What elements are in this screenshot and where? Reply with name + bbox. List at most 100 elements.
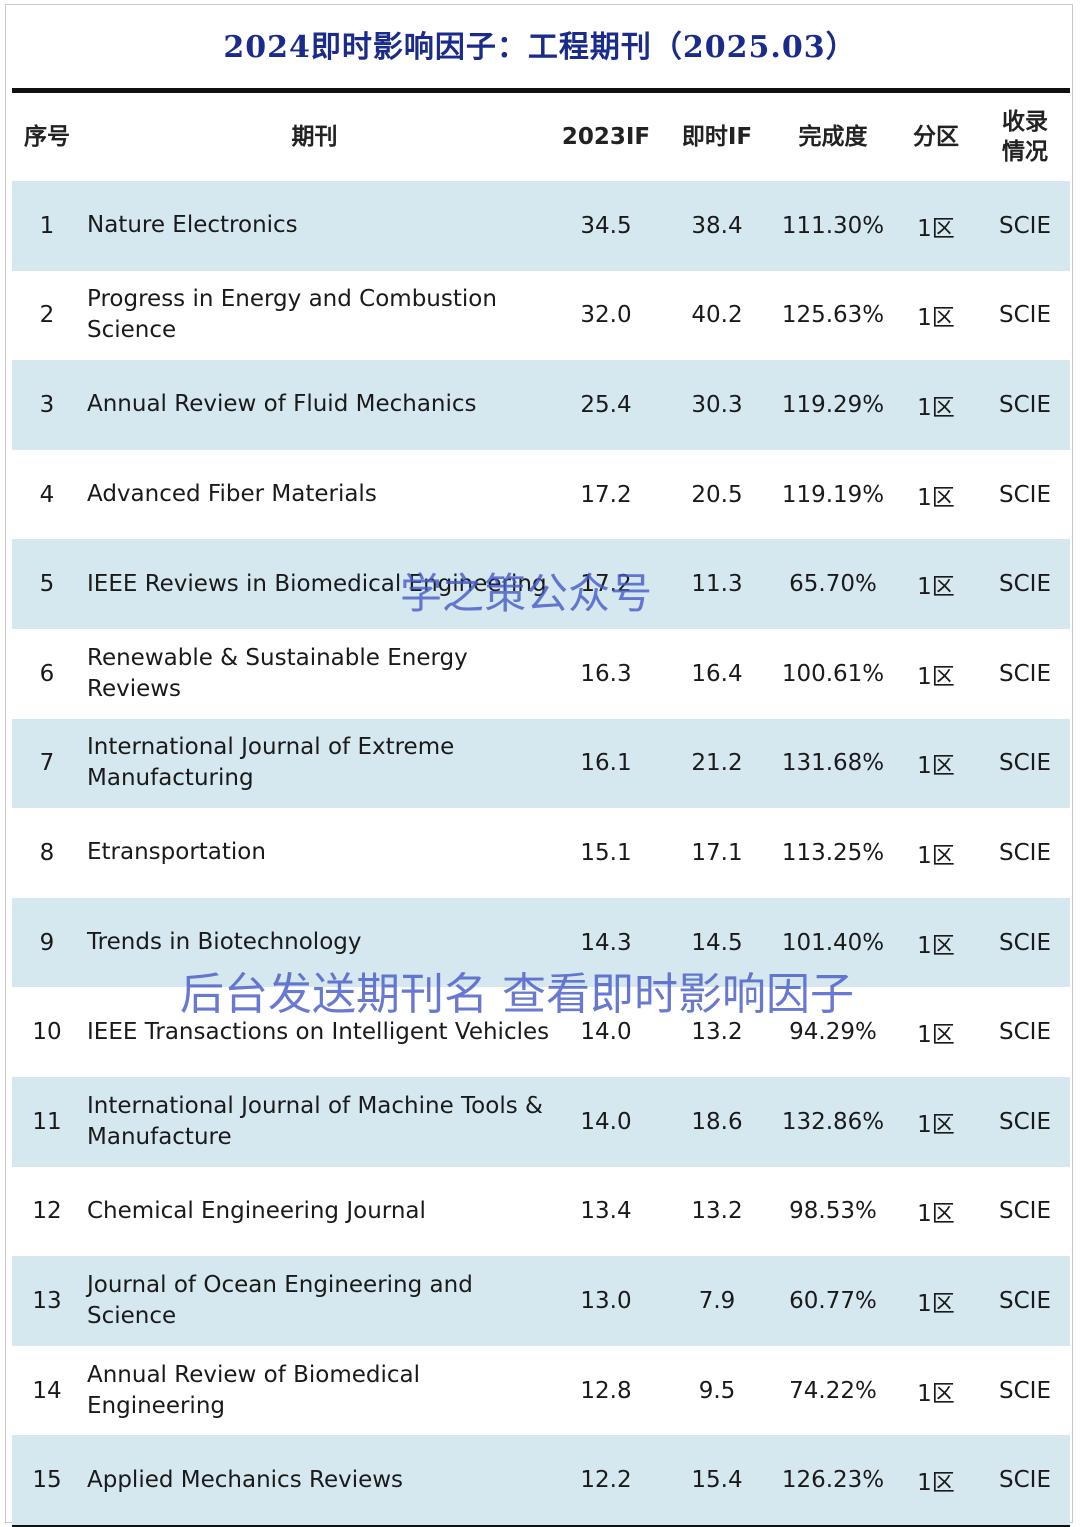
table-header: 序号 期刊 2023IF 即时IF 完成度 分区 收录情况 [12, 93, 1070, 181]
row-if-now: 15.4 [691, 1467, 743, 1494]
table-row: 12 Chemical Engineering Journal 13.4 13.2 98… [12, 1167, 1070, 1257]
row-if-now: 40.2 [691, 302, 743, 329]
row-zone: 1区 [917, 1201, 955, 1228]
row-inclusion: SCIE [999, 391, 1051, 418]
row-num: 11 [32, 1108, 62, 1135]
header-completion: 完成度 [798, 124, 868, 150]
row-inclusion: SCIE [999, 839, 1051, 866]
row-if2023: 15.1 [580, 839, 632, 866]
row-zone: 1区 [917, 753, 955, 780]
row-if2023: 14.0 [580, 1108, 632, 1135]
row-zone: 1区 [917, 1290, 955, 1317]
row-journal-name: IEEE Transactions on Intelligent Vehicle… [87, 1018, 550, 1045]
row-journal-name: Annual Review of Fluid Mechanics [87, 391, 477, 418]
row-zone: 1区 [917, 1380, 955, 1407]
row-if2023: 12.8 [580, 1377, 632, 1404]
row-num: 1 [39, 212, 55, 239]
row-num: 9 [39, 929, 55, 956]
table-row: 6 Renewable & Sustainable Energy Reviews 1… [12, 629, 1070, 719]
row-num: 12 [32, 1198, 62, 1225]
row-journal-name: IEEE Reviews in Biomedical Engineering [87, 570, 547, 597]
row-zone: 1区 [917, 215, 955, 242]
row-if-now: 30.3 [691, 391, 743, 418]
row-if2023: 12.2 [580, 1467, 632, 1494]
row-num: 8 [39, 839, 55, 866]
table-row: 3 Annual Review of Fluid Mechanics 25.4 30.… [12, 360, 1070, 450]
row-num: 3 [39, 391, 55, 418]
row-if2023: 32.0 [580, 302, 632, 329]
row-completion: 111.30% [781, 212, 885, 239]
row-if2023: 13.0 [580, 1287, 632, 1314]
row-inclusion: SCIE [999, 929, 1051, 956]
row-journal-name: Applied Mechanics Reviews [87, 1466, 404, 1493]
row-completion: 65.70% [789, 571, 877, 598]
row-zone: 1区 [917, 842, 955, 869]
table-row: 4 Advanced Fiber Materials 17.2 20.5 119.19%… [12, 450, 1070, 540]
row-journal-name: Progress in Energy and Combustion Scienc… [87, 286, 497, 344]
row-completion: 98.53% [789, 1198, 877, 1225]
header-zone: 分区 [913, 124, 959, 150]
row-if2023: 14.3 [580, 929, 632, 956]
row-if-now: 13.2 [691, 1019, 743, 1046]
row-journal-name: Journal of Ocean Engineering and Science [87, 1271, 473, 1329]
row-if2023: 34.5 [580, 212, 632, 239]
watermark-hint: 后台发送期刊名 查看即时影响因子 [180, 969, 854, 1020]
table-bottom-rule [12, 1525, 1070, 1527]
table-row: 15 Applied Mechanics Reviews 12.2 15.4 126.2… [12, 1435, 1070, 1525]
row-if2023: 13.4 [580, 1198, 632, 1225]
table-row: 5 IEEE Reviews in Biomedical Engineering 1… [12, 539, 1070, 629]
table-row: 7 International Journal of Extreme Manufa… [12, 718, 1070, 809]
row-num: 4 [39, 481, 55, 508]
header-if-now: 即时IF [681, 124, 753, 150]
row-zone: 1区 [917, 574, 955, 601]
row-zone: 1区 [917, 1470, 955, 1497]
row-if2023: 25.4 [580, 391, 632, 418]
row-num: 15 [32, 1467, 62, 1494]
header-inclusion: 收录情况 [1002, 109, 1048, 165]
watermark-account: 学之策公众号 [400, 569, 653, 618]
row-inclusion: SCIE [999, 1108, 1051, 1135]
row-completion: 131.68% [781, 750, 885, 777]
header-journal: 期刊 [291, 124, 338, 150]
row-if-now: 18.6 [691, 1108, 743, 1135]
row-if-now: 13.2 [691, 1198, 743, 1225]
header-if2023: 2023IF [561, 124, 651, 150]
row-if-now: 7.9 [698, 1287, 736, 1314]
row-journal-name: Renewable & Sustainable Energy Reviews [87, 644, 468, 702]
row-zone: 1区 [917, 932, 955, 959]
row-journal-name: Trends in Biotechnology [87, 929, 362, 956]
row-if-now: 17.1 [691, 839, 743, 866]
page-title: 2024即时影响因子：工程期刊（2025.03） [223, 30, 857, 65]
row-zone: 1区 [917, 305, 955, 332]
table-row: 1 Nature Electronics 34.5 38.4 111.30% 1区 SCIE [12, 181, 1070, 271]
row-if-now: 21.2 [691, 750, 743, 777]
row-zone: 1区 [917, 484, 955, 511]
row-num: 13 [32, 1287, 62, 1314]
header-num: 序号 [24, 124, 70, 150]
row-num: 7 [39, 750, 55, 777]
row-num: 14 [32, 1377, 62, 1404]
row-journal-name: Nature Electronics [87, 212, 298, 239]
row-journal-name: Advanced Fiber Materials [87, 481, 377, 508]
row-num: 6 [39, 660, 55, 687]
row-if2023: 14.0 [580, 1019, 632, 1046]
row-inclusion: SCIE [999, 481, 1051, 508]
row-zone: 1区 [917, 663, 955, 690]
row-if2023: 17.2 [580, 481, 632, 508]
row-completion: 94.29% [789, 1019, 877, 1046]
row-completion: 132.86% [781, 1108, 885, 1135]
table-row: 10 IEEE Transactions on Intelligent Vehic… [12, 987, 1070, 1077]
row-completion: 113.25% [781, 839, 885, 866]
row-if-now: 14.5 [691, 929, 743, 956]
row-inclusion: SCIE [999, 1019, 1051, 1046]
row-zone: 1区 [917, 1111, 955, 1138]
row-journal-name: International Journal of Extreme Manufac… [87, 734, 455, 792]
row-if-now: 11.3 [691, 571, 743, 598]
row-if2023: 17.2 [580, 571, 632, 598]
row-inclusion: SCIE [999, 660, 1051, 687]
row-num: 2 [39, 302, 55, 329]
row-journal-name: International Journal of Machine Tools &… [87, 1092, 543, 1150]
row-completion: 126.23% [781, 1467, 885, 1494]
row-if2023: 16.3 [580, 660, 632, 687]
title-divider [12, 88, 1070, 93]
